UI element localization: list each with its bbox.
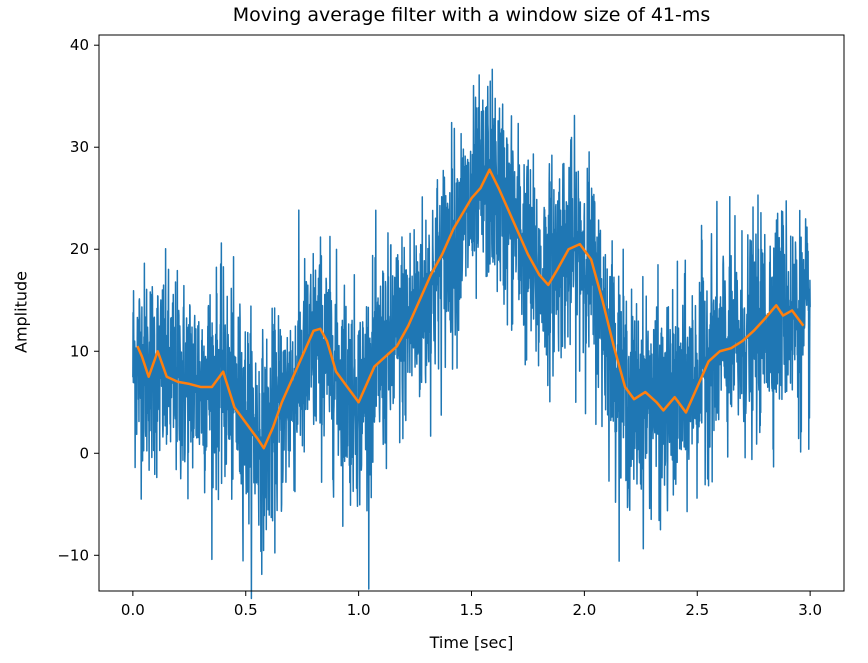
y-tick-label: 10 <box>70 342 89 360</box>
x-tick-label: 1.5 <box>460 601 484 619</box>
tick-layer: 0.0 0.5 1.0 1.5 2.0 2.5 3.0 −10 0 10 20 30 40 <box>57 36 822 619</box>
x-tick-label: 0.0 <box>121 601 145 619</box>
x-tick-label: 2.0 <box>572 601 596 619</box>
y-tick-label: 30 <box>70 138 89 156</box>
chart-title: Moving average filter with a window size… <box>232 4 711 26</box>
x-tick-label: 3.0 <box>798 601 822 619</box>
y-tick-label: 0 <box>79 444 89 462</box>
raw-signal-line <box>132 68 811 600</box>
y-tick-label: 20 <box>70 240 89 258</box>
series-layer <box>132 68 811 600</box>
y-tick-label: −10 <box>57 546 89 564</box>
x-tick-label: 2.5 <box>685 601 709 619</box>
moving-average-line <box>136 168 805 450</box>
x-tick-label: 0.5 <box>234 601 258 619</box>
x-axis-label: Time [sec] <box>429 633 514 652</box>
y-tick-label: 40 <box>70 36 89 54</box>
x-tick-label: 1.0 <box>347 601 371 619</box>
